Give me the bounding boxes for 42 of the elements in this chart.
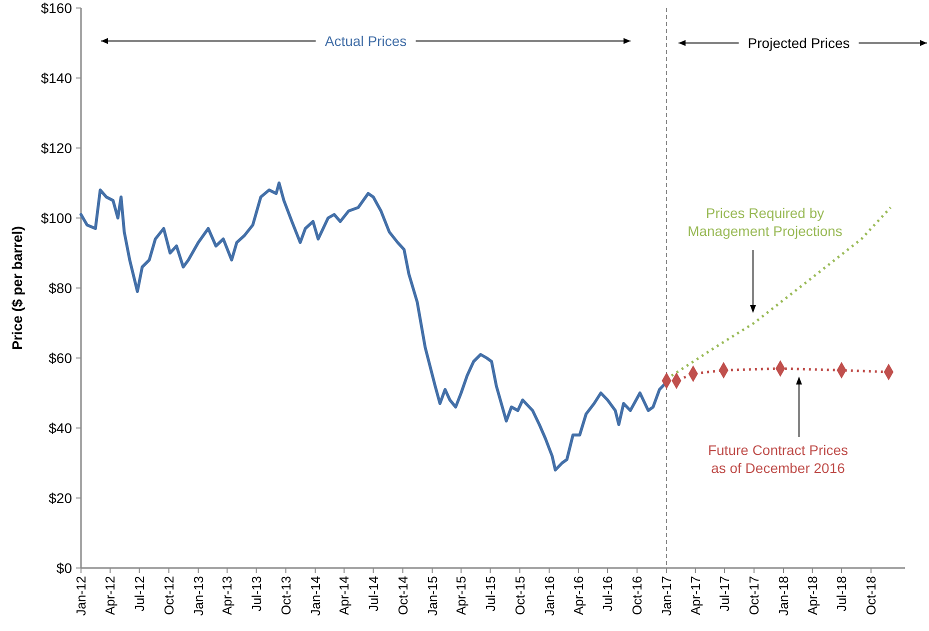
x-tick-label: Oct-18 — [864, 576, 879, 616]
x-tick-label: Oct-15 — [512, 576, 528, 616]
x-tick-label: Jul-16 — [600, 576, 616, 612]
x-tick-label: Apr-15 — [454, 576, 469, 616]
x-tick-label: Jan-17 — [659, 576, 674, 616]
x-tick-label: Jan-15 — [424, 576, 440, 616]
y-tick-label: $20 — [48, 490, 72, 506]
x-tick-label: Jan-18 — [776, 576, 792, 616]
x-tick-label: Jan-12 — [74, 576, 89, 616]
x-tick-label: Oct-17 — [746, 576, 762, 616]
x-tick-label: Jul-18 — [834, 576, 850, 612]
y-tick-label: $0 — [56, 560, 72, 576]
x-tick-label: Jul-13 — [248, 576, 264, 612]
y-tick-label: $160 — [40, 0, 72, 16]
x-tick-label: Apr-12 — [102, 576, 118, 616]
y-tick-label: $80 — [48, 280, 72, 296]
x-tick-label: Jan-16 — [542, 576, 557, 616]
x-tick-label: Apr-18 — [804, 576, 820, 616]
x-tick-label: Jan-13 — [190, 576, 206, 616]
x-tick-label: Jul-15 — [482, 576, 498, 612]
x-tick-label: Apr-16 — [570, 576, 586, 616]
y-tick-label: $40 — [48, 420, 72, 436]
text: Actual Prices — [324, 33, 407, 49]
x-tick-label: Apr-14 — [336, 576, 352, 616]
x-tick-label: Oct-12 — [161, 576, 176, 616]
x-tick-label: Jul-12 — [132, 576, 147, 612]
y-tick-label: $100 — [40, 210, 72, 226]
x-tick-label: Apr-13 — [220, 576, 235, 616]
y-tick-label: $60 — [48, 350, 72, 366]
text: Future Contract Prices as of December 2016 — [708, 442, 848, 476]
series-label: Prices Required by Management Projections — [688, 205, 842, 239]
x-tick-label: Oct-14 — [395, 576, 410, 616]
y-axis-title: Price ($ per barrel) — [9, 226, 25, 350]
x-tick-label: Jan-14 — [308, 576, 323, 616]
y-tick-label: $140 — [40, 70, 72, 86]
y-tick-label: $120 — [40, 140, 72, 156]
x-tick-label: Oct-13 — [278, 576, 294, 616]
annotation: Projected Prices — [748, 35, 850, 51]
x-tick-label: Apr-17 — [688, 576, 703, 616]
x-tick-label: Jul-14 — [366, 576, 381, 612]
x-tick-label: Oct-16 — [630, 576, 645, 616]
x-tick-label: Jul-17 — [717, 576, 732, 612]
